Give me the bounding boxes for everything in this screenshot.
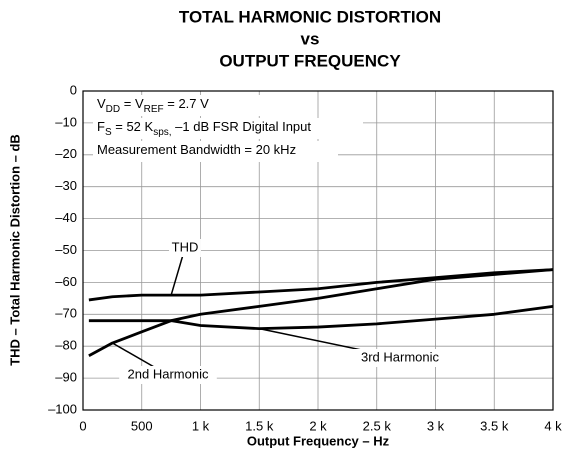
y-tick-label: 0: [70, 82, 77, 97]
note-background: [93, 118, 363, 139]
y-tick-label: –50: [55, 242, 77, 257]
note: Measurement Bandwidth = 20 kHz: [97, 142, 296, 157]
chart-title: OUTPUT FREQUENCY: [219, 51, 401, 70]
x-tick-label: 1.5 k: [245, 418, 274, 433]
note-run: = V: [120, 96, 144, 111]
note-run: = 52 K: [112, 119, 154, 134]
note-run: sps,: [153, 127, 171, 138]
callout-background: [351, 349, 449, 367]
y-tick-label: –60: [55, 274, 77, 289]
plot-frame: [82, 90, 554, 411]
y-tick-label: –80: [55, 338, 77, 353]
callout-background: [119, 366, 217, 384]
y-tick-label: –30: [55, 178, 77, 193]
y-tick-label: –90: [55, 370, 77, 385]
x-tick-label: 500: [131, 418, 153, 433]
y-tick-label: –10: [55, 114, 77, 129]
callout-background: [169, 239, 201, 257]
note-run: V: [97, 96, 106, 111]
x-tick-label: 0: [79, 418, 86, 433]
x-tick-label: 1 k: [192, 418, 210, 433]
x-tick-label: 3 k: [427, 418, 445, 433]
note-run: S: [105, 127, 112, 138]
series-label: 2nd Harmonic: [128, 366, 209, 381]
line-series: [88, 268, 554, 358]
note-run: Measurement Bandwidth = 20 kHz: [97, 142, 296, 157]
y-tick-label: –70: [55, 306, 77, 321]
x-tick-label: 3.5 k: [480, 418, 509, 433]
note: FS = 52 Ksps, –1 dB FSR Digital Input: [97, 119, 311, 137]
note-run: F: [97, 119, 105, 134]
x-tick-label: 4 k: [544, 418, 562, 433]
series-label: 3rd Harmonic: [361, 349, 440, 364]
note-run: –1 dB FSR Digital Input: [172, 119, 312, 134]
chart-title: vs: [301, 29, 320, 48]
note-run: REF: [144, 104, 164, 115]
y-tick-label: –40: [55, 210, 77, 225]
y-tick-label: –100: [48, 401, 77, 416]
note-run: = 2.7 V: [164, 96, 209, 111]
note-background: [93, 95, 263, 116]
y-axis-label: THD – Total Harmonic Distortion – dB: [7, 134, 22, 366]
note-background: [93, 141, 338, 162]
line-series: [88, 268, 554, 302]
y-tick-label: –20: [55, 146, 77, 161]
chart-title: TOTAL HARMONIC DISTORTION: [179, 7, 441, 26]
x-tick-label: 2.5 k: [363, 418, 392, 433]
series-label: THD: [172, 239, 199, 254]
note-run: DD: [106, 104, 120, 115]
x-tick-label: 2 k: [309, 418, 327, 433]
note: VDD = VREF = 2.7 V: [97, 96, 209, 114]
x-axis-label: Output Frequency – Hz: [247, 433, 390, 448]
